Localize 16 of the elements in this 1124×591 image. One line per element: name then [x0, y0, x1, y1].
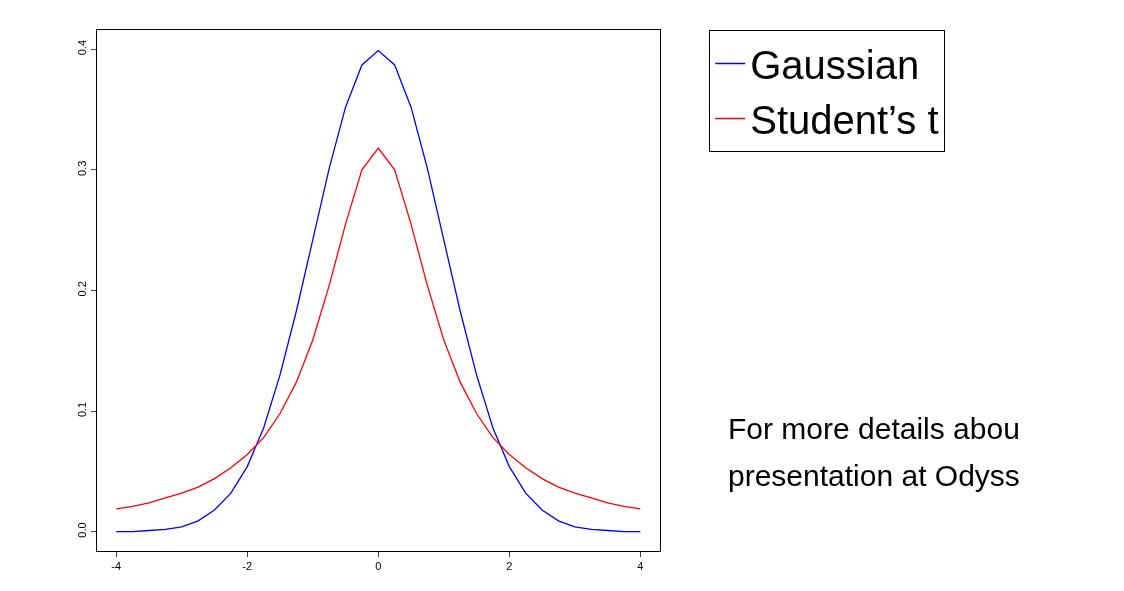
y-tick-label: 0.0 [76, 522, 89, 538]
x-tick-label: -4 [111, 560, 122, 573]
x-tick-label: 2 [506, 560, 513, 573]
y-tick-label: 0.3 [76, 160, 89, 176]
line-series [115, 147, 641, 510]
text: presentation at Odyss [728, 459, 1020, 492]
y-tick-label: 0.4 [76, 40, 89, 56]
line-series [115, 49, 641, 533]
y-tick-label: 0.2 [76, 281, 89, 297]
x-tick-label: -2 [242, 560, 253, 573]
x-tick-label: 4 [637, 560, 644, 573]
y-tick-label: 0.1 [76, 401, 89, 418]
x-tick-label: 0 [375, 560, 382, 573]
legend-label: Student’s t [750, 98, 939, 143]
legend-label: Gaussian [750, 43, 920, 88]
text: For more details abou [728, 412, 1020, 445]
